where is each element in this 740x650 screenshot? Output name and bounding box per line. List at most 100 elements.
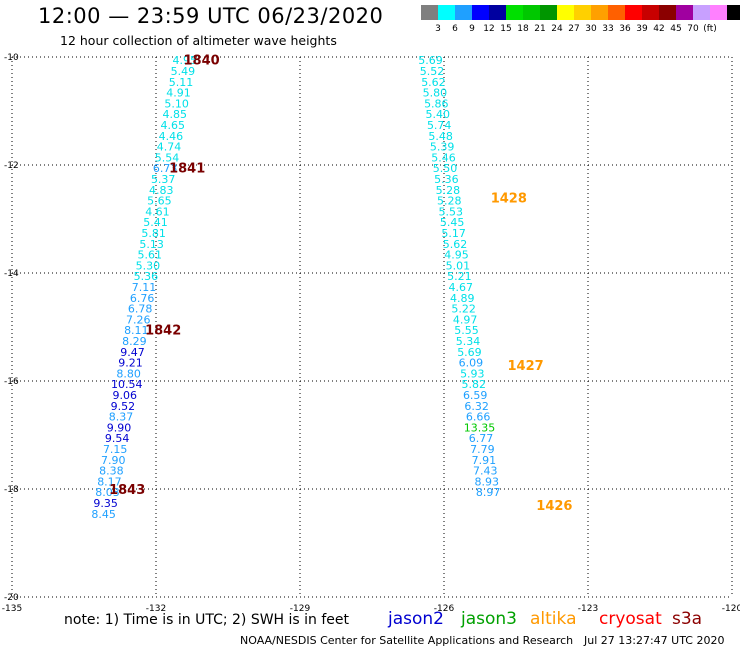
y-tick-label: -14	[4, 269, 19, 279]
chart-title: 12:00 — 23:59 UTC 06/23/2020	[38, 4, 384, 28]
swh-value-label: 5.54	[155, 151, 180, 164]
color-swatch	[523, 5, 540, 20]
swh-value-label: 7.79	[470, 443, 495, 456]
swh-value-label: 5.69	[457, 346, 482, 359]
color-scale-label: 9	[469, 24, 475, 34]
swh-value-label: 8.80	[116, 367, 141, 380]
y-tick-label: -20	[4, 593, 19, 603]
x-tick-label: -120	[722, 604, 740, 614]
swh-value-label: 5.82	[462, 378, 487, 391]
swh-value-label: 5.36	[134, 270, 159, 283]
swh-value-label: 9.21	[118, 357, 143, 370]
color-scale-label: 42	[653, 24, 665, 34]
color-scale-label: 3	[435, 24, 441, 34]
y-tick-label: -18	[4, 485, 19, 495]
swh-value-label: 9.52	[111, 400, 136, 413]
swh-value-label: 5.39	[430, 141, 455, 154]
color-swatch	[659, 5, 676, 20]
x-tick-label: -135	[2, 604, 22, 614]
color-swatch	[557, 5, 574, 20]
swh-value-label: 5.11	[169, 76, 194, 89]
x-tick-label: -129	[290, 604, 311, 614]
swh-value-label: 10.54	[111, 378, 143, 391]
swh-value-label: 5.01	[446, 259, 471, 272]
legend-cryosat: cryosat	[599, 609, 662, 629]
swh-value-label: 8.45	[91, 508, 116, 521]
color-scale-label: 36	[619, 24, 631, 34]
swh-value-label: 8.11	[124, 324, 149, 337]
swh-value-label: 5.80	[423, 87, 448, 100]
color-swatch	[455, 5, 472, 20]
color-scale-label: 21	[534, 24, 546, 34]
swh-value-label: 5.65	[147, 195, 172, 208]
legend-jason2: jason2	[388, 609, 444, 629]
swh-value-label: 4.89	[450, 292, 475, 305]
swh-value-label: 5.61	[138, 249, 163, 262]
swh-value-label: 6.09	[459, 357, 484, 370]
footer-credit: NOAA/NESDIS Center for Satellite Applica…	[240, 634, 574, 647]
swh-value-label: 4.67	[449, 281, 474, 294]
swh-value-label: 4.95	[444, 249, 469, 262]
color-swatch	[642, 5, 659, 20]
color-swatch	[489, 5, 506, 20]
time-label: 1842	[145, 324, 181, 339]
footer-timestamp: Jul 27 13:27:47 UTC 2020	[584, 634, 725, 647]
swh-value-label: 5.17	[441, 227, 466, 240]
x-tick-label: -126	[434, 604, 455, 614]
swh-value-label: 6.32	[464, 400, 489, 413]
swh-value-label: 7.91	[472, 454, 497, 467]
swh-value-label: 8.97	[476, 486, 501, 499]
swh-value-label: 4.74	[157, 141, 182, 154]
color-scale-label: 30	[585, 24, 597, 34]
swh-value-label: 13.35	[464, 421, 496, 434]
swh-value-label: 5.21	[447, 270, 472, 283]
color-scale-label: 27	[568, 24, 580, 34]
color-scale-label: 70	[687, 24, 699, 34]
units-note: note: 1) Time is in UTC; 2) SWH is in fe…	[64, 612, 350, 628]
swh-value-label: 7.26	[126, 313, 151, 326]
swh-value-label: 5.74	[427, 119, 452, 132]
swh-value-label: 5.49	[171, 65, 196, 78]
swh-value-label: 8.37	[109, 411, 134, 424]
swh-value-label: 8.93	[474, 475, 499, 488]
color-swatch	[438, 5, 455, 20]
swh-value-label: 4.46	[159, 130, 184, 143]
swh-value-label: 5.52	[420, 65, 445, 78]
swh-value-label: 5.40	[426, 108, 451, 121]
swh-value-label: 5.10	[164, 97, 189, 110]
color-swatch	[591, 5, 608, 20]
swh-value-label: 5.53	[438, 205, 463, 218]
swh-value-label: 5.81	[141, 227, 166, 240]
swh-value-label: 5.22	[451, 303, 476, 316]
swh-value-label: 5.30	[136, 259, 161, 272]
time-label: 1840	[184, 54, 220, 69]
color-scale-label: 39	[636, 24, 648, 34]
swh-value-label: 5.28	[437, 195, 462, 208]
color-scale-label: 18	[517, 24, 529, 34]
swh-value-label: 4.97	[453, 313, 478, 326]
legend-jason3: jason3	[461, 609, 517, 629]
color-swatch	[727, 5, 740, 20]
swh-value-label: 5.48	[428, 130, 453, 143]
swh-value-label: 5.86	[424, 97, 449, 110]
swh-value-label: 9.54	[105, 432, 130, 445]
x-tick-label: -123	[578, 604, 598, 614]
legend-altika: altika	[530, 609, 577, 629]
color-scale-label: 12	[483, 24, 495, 34]
y-tick-label: -12	[4, 161, 19, 171]
color-scale-label: 45	[670, 24, 682, 34]
time-label: 1843	[109, 483, 145, 498]
color-swatch	[421, 5, 438, 20]
color-swatch	[710, 5, 727, 20]
swh-value-label: 4.95	[173, 54, 198, 67]
time-label: 1841	[169, 162, 205, 177]
swh-value-label: 6.66	[466, 411, 491, 424]
swh-value-label: 5.50	[433, 162, 458, 175]
swh-value-label: 5.69	[418, 54, 443, 67]
swh-value-label: 4.61	[145, 205, 170, 218]
color-scale-label: 24	[551, 24, 563, 34]
time-label: 1426	[536, 499, 572, 514]
swh-value-label: 6.59	[463, 389, 488, 402]
swh-value-label: 8.17	[97, 475, 122, 488]
color-swatch	[676, 5, 693, 20]
